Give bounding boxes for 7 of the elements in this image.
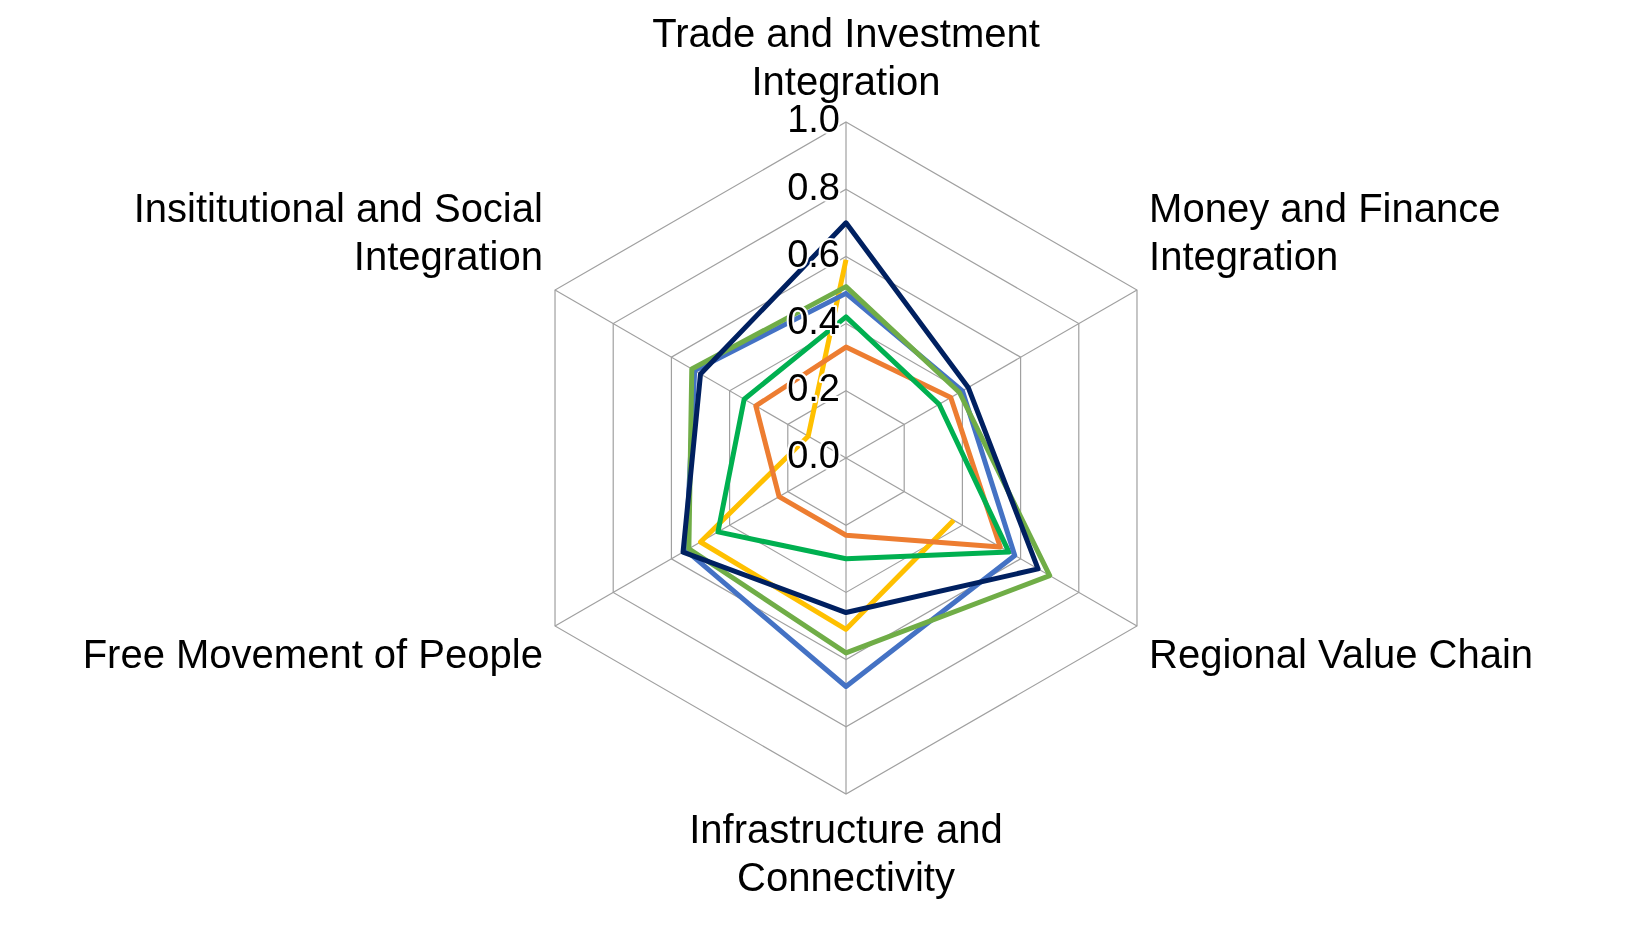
spoke-label: Infrastructure and Connectivity <box>689 807 1003 900</box>
spoke-label: Insititutional and Social Integration <box>133 186 543 279</box>
spoke-label: Regional Value Chain <box>1149 632 1534 677</box>
spoke-label: Money and Finance Integration <box>1149 186 1501 279</box>
y-tick-label: 0.0 <box>787 434 840 477</box>
y-tick-label: 0.8 <box>787 165 840 208</box>
spoke-label: Free Movement of People <box>82 632 543 677</box>
